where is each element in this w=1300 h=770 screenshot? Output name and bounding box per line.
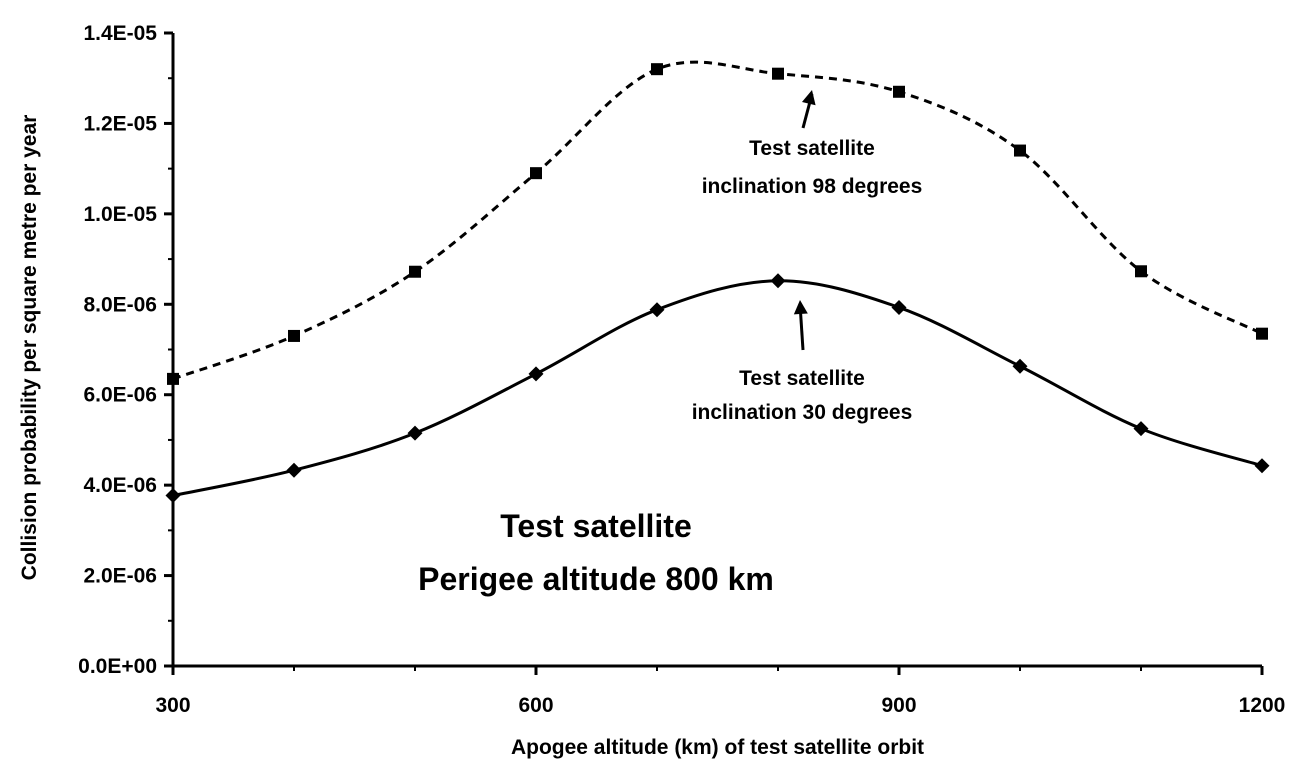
arrow-head-icon (793, 300, 808, 315)
series-layer (165, 60, 1270, 504)
series-line (172, 60, 1263, 381)
data-point-diamond (286, 462, 302, 478)
data-point-diamond (1012, 358, 1028, 374)
data-point-square (893, 85, 905, 98)
y-tick-label: 1.4E-05 (83, 22, 157, 45)
note-line-2: Perigee altitude 800 km (418, 561, 774, 597)
data-point-square (167, 372, 179, 385)
x-tick-label: 900 (881, 694, 916, 717)
annotation-line-1: Test satellite (749, 137, 875, 160)
data-point-diamond (649, 302, 665, 318)
chart-note: Test satellite Perigee altitude 800 km (418, 508, 774, 597)
annotation-line-1: Test satellite (739, 367, 865, 390)
data-point-square (772, 67, 784, 80)
annotation-2: Test satellite inclination 30 degrees (692, 300, 913, 424)
data-point-diamond (165, 488, 181, 504)
annotation-line-2: inclination 98 degrees (702, 175, 923, 198)
data-point-square (1014, 144, 1026, 157)
data-point-square (409, 265, 421, 278)
x-tick-label: 1200 (1239, 694, 1286, 717)
series-line (172, 279, 1263, 498)
data-point-diamond (1133, 421, 1149, 437)
data-point-diamond (528, 366, 544, 382)
y-tick-label: 8.0E-06 (83, 293, 157, 316)
arrow-head-icon (801, 90, 816, 106)
data-point-square (530, 167, 542, 180)
x-tick-label: 300 (155, 694, 190, 717)
data-point-square (1135, 265, 1147, 278)
data-point-square (288, 329, 300, 342)
series-1 (167, 60, 1268, 385)
y-tick-label: 6.0E-06 (83, 384, 157, 407)
axis-titles: Apogee altitude (km) of test satellite o… (18, 115, 924, 759)
annotation-1: Test satellite inclination 98 degrees (702, 90, 923, 198)
y-tick-label: 4.0E-06 (83, 474, 157, 497)
data-point-diamond (770, 273, 786, 289)
note-line-1: Test satellite (500, 508, 691, 544)
data-point-diamond (1254, 458, 1270, 474)
y-tick-label: 1.0E-05 (83, 203, 157, 226)
y-axis-title: Collision probability per square metre p… (18, 115, 41, 581)
y-tick-label: 0.0E+00 (78, 655, 157, 678)
x-axis-title: Apogee altitude (km) of test satellite o… (511, 736, 924, 759)
data-point-diamond (891, 299, 907, 315)
data-point-square (1256, 327, 1268, 340)
y-tick-label: 1.2E-05 (83, 112, 157, 135)
data-point-square (651, 63, 663, 76)
data-point-diamond (407, 425, 423, 441)
series-2 (165, 273, 1270, 504)
axis-ticks: 0.0E+00 2.0E-06 4.0E-06 6.0E-06 8.0E-06 1.0E-… (78, 22, 1285, 717)
annotation-line-2: inclination 30 degrees (692, 401, 913, 424)
y-tick-label: 2.0E-06 (83, 565, 157, 588)
x-tick-label: 600 (518, 694, 553, 717)
